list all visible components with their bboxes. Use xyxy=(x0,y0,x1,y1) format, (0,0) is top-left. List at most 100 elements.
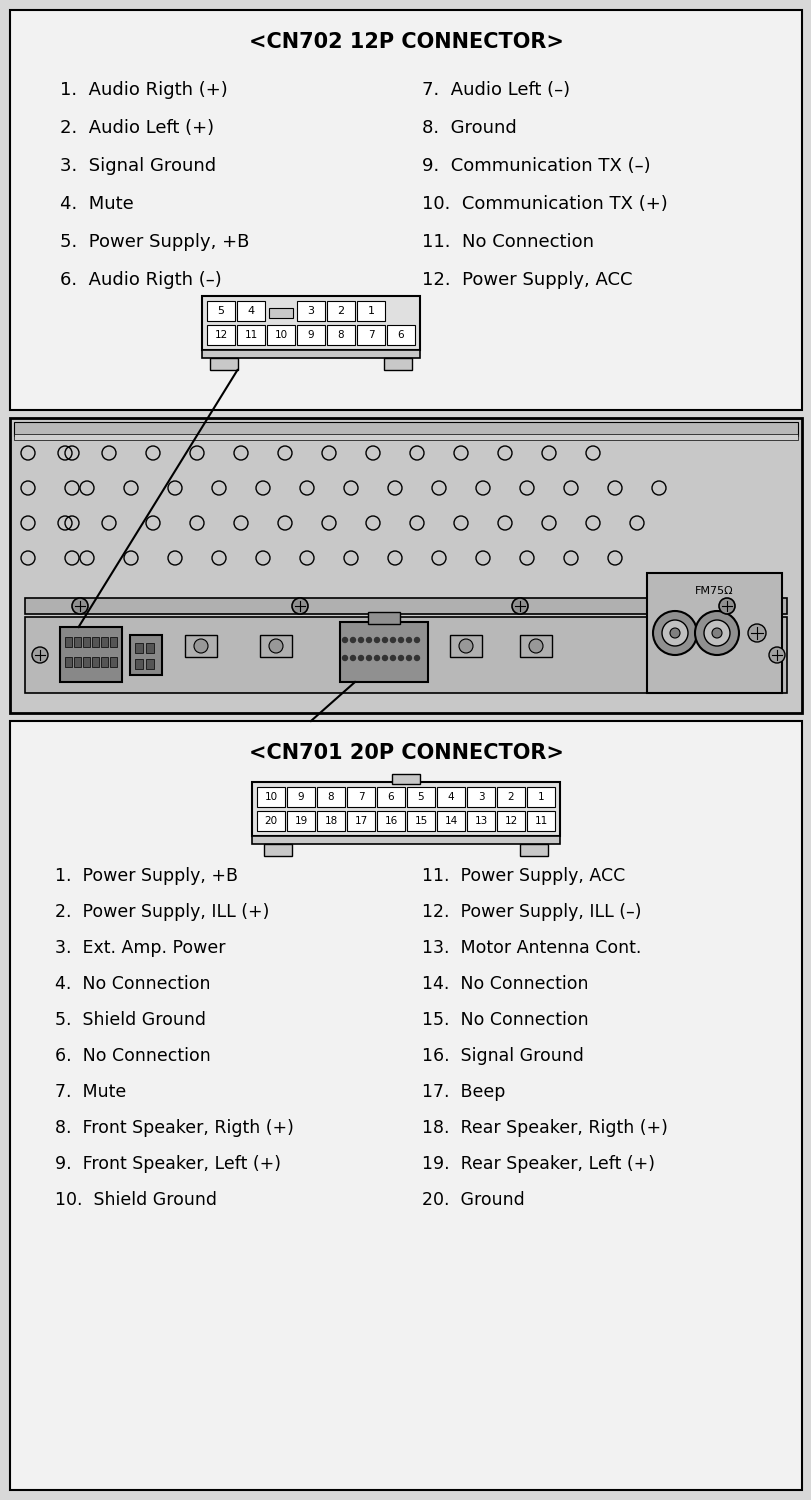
Bar xyxy=(286,788,315,807)
Text: <CN702 12P CONNECTOR>: <CN702 12P CONNECTOR> xyxy=(248,32,563,53)
Text: 15.  No Connection: 15. No Connection xyxy=(422,1011,588,1029)
Bar xyxy=(316,788,345,807)
Bar xyxy=(449,634,482,657)
Bar xyxy=(65,638,72,646)
Bar xyxy=(260,634,292,657)
Text: 7: 7 xyxy=(367,330,374,340)
Bar xyxy=(74,638,81,646)
Bar xyxy=(257,788,285,807)
Text: 2.  Power Supply, ILL (+): 2. Power Supply, ILL (+) xyxy=(55,903,269,921)
Text: 4.  No Connection: 4. No Connection xyxy=(55,975,210,993)
Text: 3: 3 xyxy=(477,792,483,802)
Text: 7: 7 xyxy=(358,792,364,802)
Bar xyxy=(406,812,435,831)
Text: 8: 8 xyxy=(328,792,334,802)
Bar xyxy=(267,326,294,345)
Bar xyxy=(519,634,551,657)
Bar xyxy=(646,573,781,693)
Bar xyxy=(384,358,411,370)
Bar xyxy=(376,788,405,807)
Bar xyxy=(251,782,560,836)
Circle shape xyxy=(382,638,387,642)
Bar xyxy=(496,812,525,831)
Text: 1.  Power Supply, +B: 1. Power Supply, +B xyxy=(55,867,238,885)
Text: 1.  Audio Rigth (+): 1. Audio Rigth (+) xyxy=(60,81,227,99)
Text: 4.  Mute: 4. Mute xyxy=(60,195,134,213)
Bar xyxy=(392,774,419,784)
Bar xyxy=(268,308,293,318)
Bar xyxy=(60,627,122,682)
Text: 18.  Rear Speaker, Rigth (+): 18. Rear Speaker, Rigth (+) xyxy=(422,1119,667,1137)
Bar xyxy=(207,326,234,345)
Text: 1: 1 xyxy=(537,792,543,802)
Circle shape xyxy=(366,656,371,660)
Text: 10.  Shield Ground: 10. Shield Ground xyxy=(55,1191,217,1209)
Circle shape xyxy=(194,639,208,652)
Text: 17.  Beep: 17. Beep xyxy=(422,1083,504,1101)
Bar xyxy=(327,326,354,345)
Circle shape xyxy=(350,638,355,642)
Circle shape xyxy=(747,624,765,642)
Circle shape xyxy=(661,620,687,646)
Bar xyxy=(109,657,117,668)
Circle shape xyxy=(398,638,403,642)
Bar xyxy=(130,634,162,675)
Bar xyxy=(65,657,72,668)
Circle shape xyxy=(358,656,363,660)
Text: 20.  Ground: 20. Ground xyxy=(422,1191,524,1209)
Text: 5.  Shield Ground: 5. Shield Ground xyxy=(55,1011,206,1029)
Bar xyxy=(387,326,414,345)
Circle shape xyxy=(390,656,395,660)
Bar xyxy=(357,302,384,321)
Text: 7.  Mute: 7. Mute xyxy=(55,1083,126,1101)
Bar xyxy=(146,644,154,652)
Text: 5: 5 xyxy=(217,306,224,316)
Bar xyxy=(109,638,117,646)
Bar xyxy=(346,788,375,807)
Text: 3: 3 xyxy=(307,306,314,316)
Text: 2: 2 xyxy=(507,792,513,802)
Bar xyxy=(83,638,90,646)
Bar xyxy=(286,812,315,831)
Circle shape xyxy=(350,656,355,660)
Bar xyxy=(10,10,801,410)
Text: 13.  Motor Antenna Cont.: 13. Motor Antenna Cont. xyxy=(422,939,641,957)
Text: <CN701 20P CONNECTOR>: <CN701 20P CONNECTOR> xyxy=(248,742,563,764)
Text: 8: 8 xyxy=(337,330,344,340)
Bar xyxy=(25,598,786,613)
Text: 19.  Rear Speaker, Left (+): 19. Rear Speaker, Left (+) xyxy=(422,1155,654,1173)
Bar xyxy=(466,812,495,831)
Bar xyxy=(376,812,405,831)
Circle shape xyxy=(652,610,696,656)
Bar xyxy=(264,844,292,856)
Bar xyxy=(257,812,285,831)
Text: 20: 20 xyxy=(264,816,277,827)
Text: 9: 9 xyxy=(298,792,304,802)
Bar xyxy=(101,657,108,668)
Circle shape xyxy=(32,646,48,663)
Circle shape xyxy=(528,639,543,652)
Bar xyxy=(297,326,324,345)
Text: 9.  Communication TX (–): 9. Communication TX (–) xyxy=(422,158,650,176)
Text: 8.  Ground: 8. Ground xyxy=(422,118,516,136)
Text: 12: 12 xyxy=(214,330,227,340)
Text: 6: 6 xyxy=(387,792,394,802)
Bar xyxy=(210,358,238,370)
Text: 3.  Signal Ground: 3. Signal Ground xyxy=(60,158,216,176)
Bar xyxy=(146,658,154,669)
Text: 3.  Ext. Amp. Power: 3. Ext. Amp. Power xyxy=(55,939,225,957)
Text: 7.  Audio Left (–): 7. Audio Left (–) xyxy=(422,81,569,99)
Bar xyxy=(496,788,525,807)
Circle shape xyxy=(342,656,347,660)
Bar xyxy=(10,722,801,1490)
Text: 6.  Audio Rigth (–): 6. Audio Rigth (–) xyxy=(60,272,221,290)
Circle shape xyxy=(72,598,88,613)
Text: 6: 6 xyxy=(397,330,404,340)
Circle shape xyxy=(703,620,729,646)
Bar xyxy=(436,812,465,831)
Text: 16: 16 xyxy=(384,816,397,827)
Text: 10: 10 xyxy=(274,330,287,340)
Text: 10.  Communication TX (+): 10. Communication TX (+) xyxy=(422,195,667,213)
Circle shape xyxy=(414,656,419,660)
Circle shape xyxy=(382,656,387,660)
